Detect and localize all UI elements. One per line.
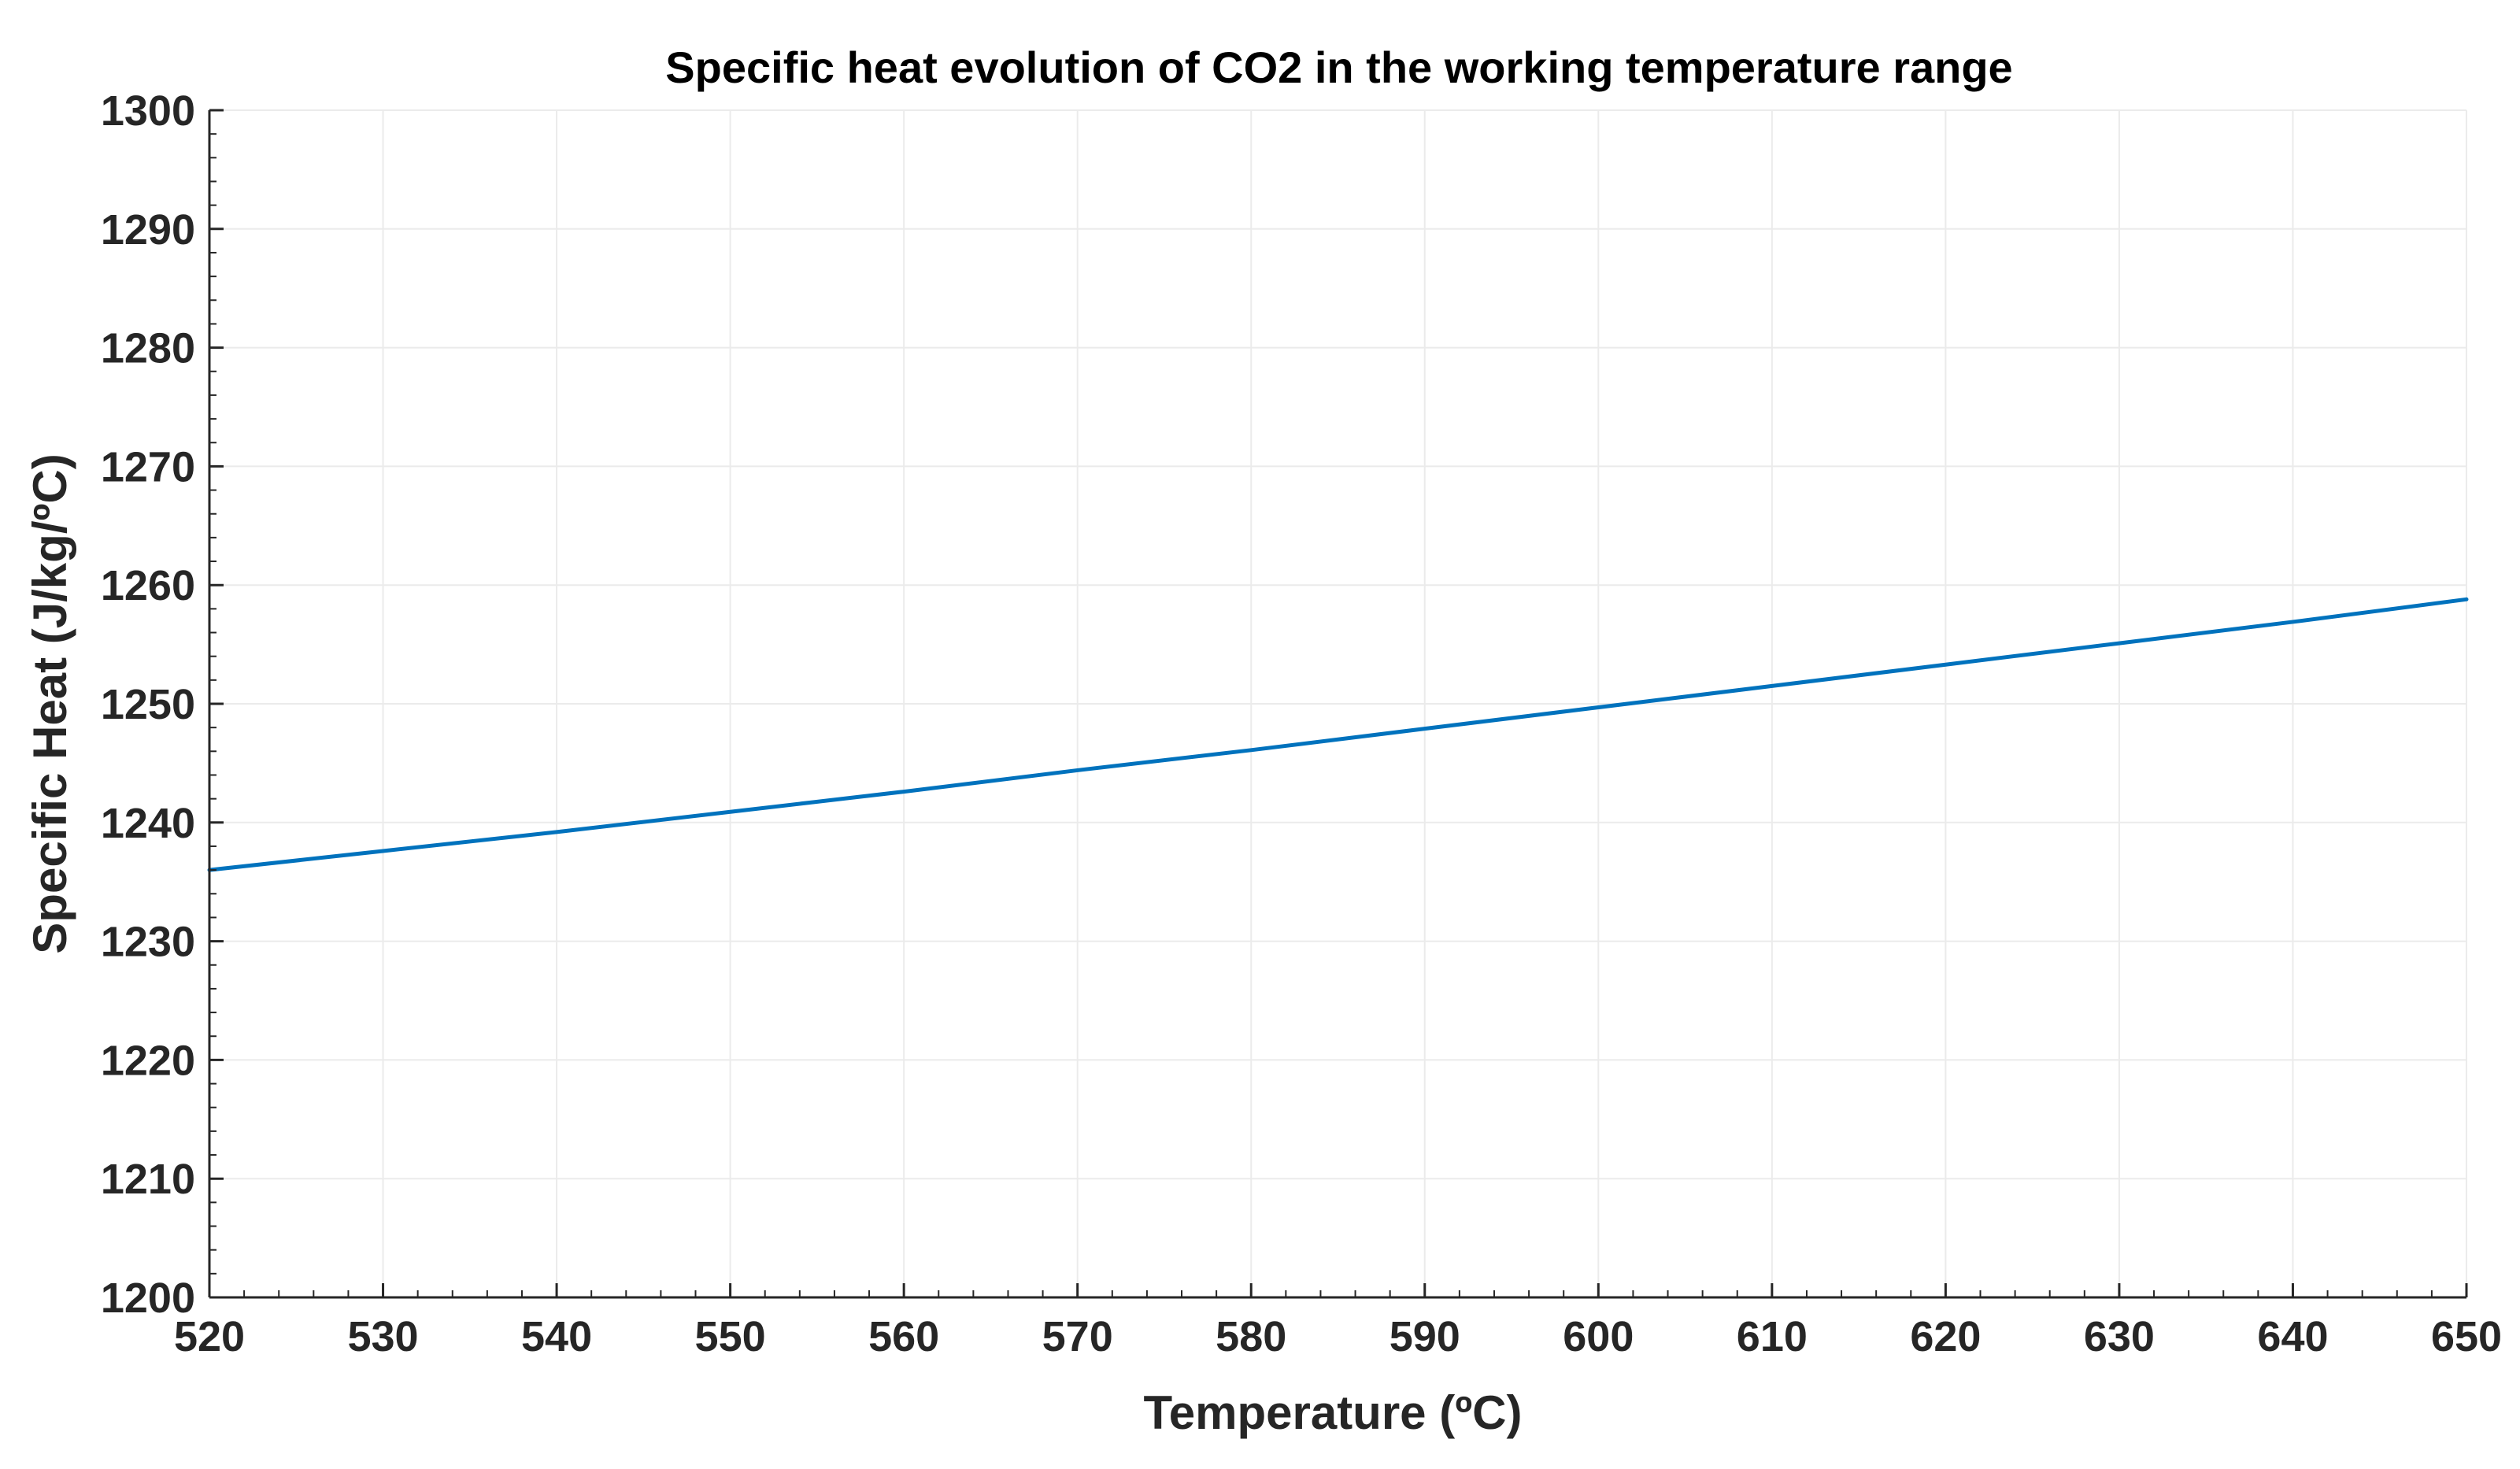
y-tick-label: 1230 xyxy=(101,919,195,966)
x-tick-label: 630 xyxy=(2084,1313,2155,1360)
x-tick-label: 560 xyxy=(868,1313,939,1360)
tick-labels: 520 530 540 550 560 570 580 590 600 610 620 630 640 6… xyxy=(101,87,2502,1360)
x-tick-label: 620 xyxy=(1910,1313,1981,1360)
y-axis-label: Specific Heat (J/kg/ºC) xyxy=(24,453,76,953)
x-tick-label: 550 xyxy=(695,1313,766,1360)
series-line-1 xyxy=(207,597,2469,872)
x-tick-label: 590 xyxy=(1390,1313,1460,1360)
y-tick-label: 1280 xyxy=(101,325,195,372)
y-tick-label: 1260 xyxy=(101,562,195,609)
y-tick-label: 1300 xyxy=(101,87,195,135)
x-tick-label: 570 xyxy=(1042,1313,1113,1360)
x-tick-label: 640 xyxy=(2257,1313,2328,1360)
x-tick-label: 580 xyxy=(1216,1313,1286,1360)
x-tick-label: 530 xyxy=(347,1313,418,1360)
x-axis-label: Temperature (ºC) xyxy=(1144,1386,1523,1439)
chart-title: Specific heat evolution of CO2 in the wo… xyxy=(665,43,2012,92)
y-tick-label: 1240 xyxy=(101,800,195,847)
axes xyxy=(208,109,2468,1299)
grid xyxy=(209,109,2467,1298)
y-tick-label: 1210 xyxy=(101,1156,195,1203)
x-tick-label: 610 xyxy=(1737,1313,1808,1360)
y-tick-label: 1290 xyxy=(101,206,195,253)
y-tick-label: 1270 xyxy=(101,443,195,490)
x-tick-label: 540 xyxy=(521,1313,592,1360)
series-layer xyxy=(207,597,2469,872)
y-tick-label: 1220 xyxy=(101,1037,195,1084)
x-tick-label: 600 xyxy=(1563,1313,1634,1360)
y-tick-label: 1200 xyxy=(101,1275,195,1322)
x-tick-label: 650 xyxy=(2431,1313,2502,1360)
x-tick-label: 520 xyxy=(174,1313,245,1360)
y-tick-label: 1250 xyxy=(101,681,195,728)
